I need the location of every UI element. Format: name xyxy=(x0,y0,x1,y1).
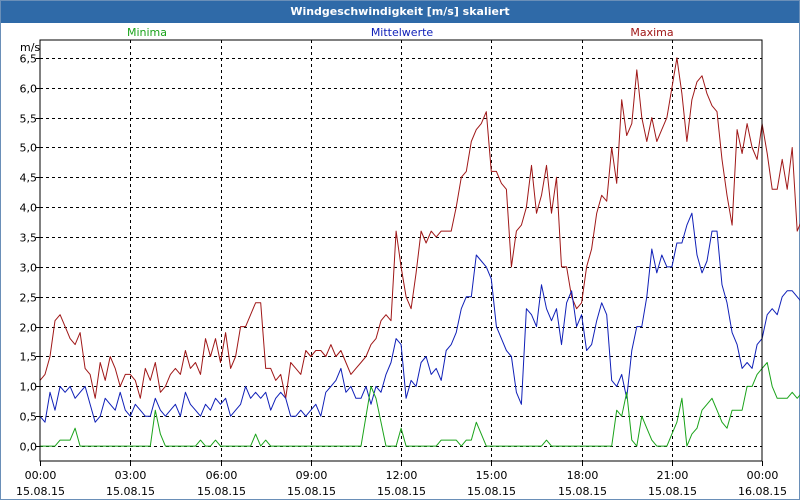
x-tick-time-label: 12:00 xyxy=(386,469,418,482)
series-line-maxima xyxy=(39,57,800,399)
y-tick-label: 2,0 xyxy=(20,322,38,335)
y-tick-label: 3,0 xyxy=(20,262,38,275)
y-tick-label: 0,5 xyxy=(20,411,38,424)
x-tick-time-label: 21:00 xyxy=(657,469,689,482)
x-tick-date-label: 15.08.15 xyxy=(106,485,155,498)
y-tick-label: 4,5 xyxy=(20,172,38,185)
x-tick-date-label: 15.08.15 xyxy=(377,485,426,498)
x-tick-date-label: 15.08.15 xyxy=(16,485,65,498)
y-axis-label: m/s xyxy=(20,41,40,54)
y-tick-label: 6,5 xyxy=(20,53,38,66)
x-tick-date-label: 15.08.15 xyxy=(648,485,697,498)
series-line-minima xyxy=(40,362,800,447)
x-tick-time-label: 00:00 xyxy=(747,469,779,482)
x-tick-date-label: 15.08.15 xyxy=(558,485,607,498)
x-tick-time-label: 15:00 xyxy=(476,469,508,482)
grid-lines xyxy=(40,40,762,461)
y-tick-label: 3,5 xyxy=(20,232,38,245)
x-tick-date-label: 16.08.15 xyxy=(738,485,787,498)
y-tick-label: 0,0 xyxy=(20,441,38,454)
y-tick-label: 4,0 xyxy=(20,202,38,215)
y-tick-label: 2,5 xyxy=(20,292,38,305)
legend-label-mittelwerte: Mittelwerte xyxy=(371,26,434,39)
legend-label-minima: Minima xyxy=(127,26,167,39)
x-tick-time-label: 18:00 xyxy=(567,469,599,482)
y-tick-label: 1,5 xyxy=(20,351,38,364)
x-tick-time-label: 03:00 xyxy=(115,469,147,482)
y-axis: 0,0 0,5 1,0 1,5 2,0 2,5 3,0 3,5 4,0 4,5 5,0 5,5 6,0 6… xyxy=(20,53,40,454)
x-tick-time-label: 00:00 xyxy=(25,469,57,482)
legend: Minima Mittelwerte Maxima xyxy=(127,26,674,39)
x-tick-date-label: 15.08.15 xyxy=(467,485,516,498)
y-tick-label: 5,0 xyxy=(20,142,38,155)
x-axis: 00:00 15.08.15 03:00 15.08.15 06:00 15.08.15 0… xyxy=(16,461,787,498)
y-tick-label: 1,0 xyxy=(20,381,38,394)
chart-title: Windgeschwindigkeit [m/s] skaliert xyxy=(1,1,799,23)
series-line-mittelwerte xyxy=(39,212,800,423)
y-tick-label: 5,5 xyxy=(20,113,38,126)
x-tick-date-label: 15.08.15 xyxy=(197,485,246,498)
series-lines xyxy=(39,57,800,447)
x-tick-time-label: 09:00 xyxy=(296,469,328,482)
y-tick-label: 6,0 xyxy=(20,83,38,96)
x-tick-date-label: 15.08.15 xyxy=(287,485,336,498)
x-tick-time-label: 06:00 xyxy=(206,469,238,482)
legend-label-maxima: Maxima xyxy=(630,26,673,39)
